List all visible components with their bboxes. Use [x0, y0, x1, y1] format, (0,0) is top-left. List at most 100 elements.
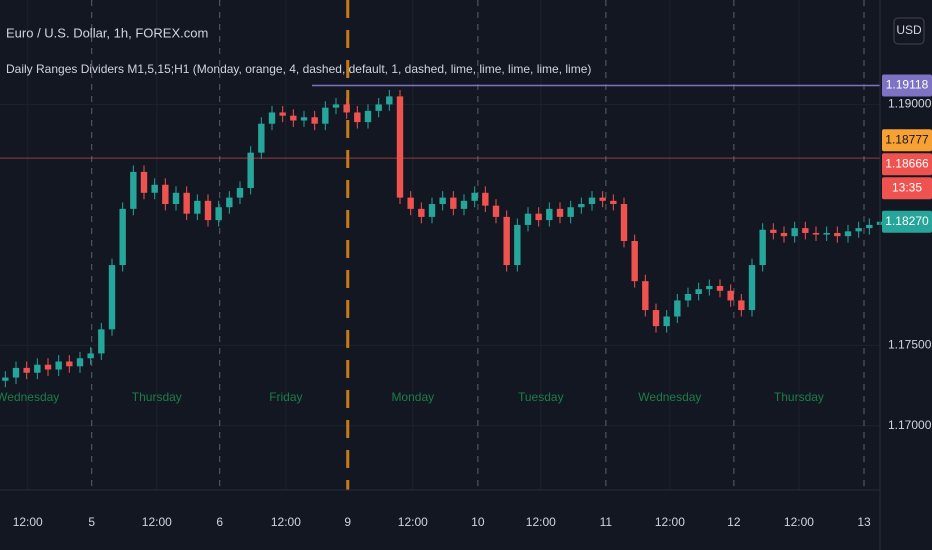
price-badge: [882, 74, 932, 97]
candle-body: [503, 216, 510, 266]
candle-body: [322, 107, 329, 124]
candle-body: [130, 171, 137, 209]
chart-title: Euro / U.S. Dollar, 1h, FOREX.com: [6, 25, 208, 40]
candle-body: [610, 200, 617, 205]
candle-body: [119, 208, 126, 266]
candle-body: [66, 361, 73, 367]
candle-body: [108, 265, 116, 330]
candle-body: [834, 232, 841, 237]
candle-body: [812, 232, 820, 235]
price-badge: [882, 153, 932, 176]
candle-body: [866, 224, 873, 229]
candle-body: [407, 197, 414, 209]
candle-body: [855, 228, 862, 232]
x-tick-label: 12: [727, 515, 741, 529]
candle-body: [578, 204, 585, 208]
currency-button-label[interactable]: USD: [896, 23, 922, 37]
day-label: Friday: [269, 390, 302, 404]
candle-body: [535, 213, 542, 221]
candle-body: [247, 152, 254, 188]
day-label: Thursday: [132, 390, 182, 404]
candle-body: [300, 117, 308, 121]
candle-body: [98, 329, 105, 354]
candle-body: [162, 184, 169, 205]
candle-body: [396, 96, 404, 198]
candle-body: [780, 232, 788, 237]
x-tick-label: 11: [600, 515, 613, 529]
price-badge: [882, 129, 932, 152]
candle-body: [556, 208, 564, 217]
candle-body: [386, 96, 393, 105]
candle-body: [55, 361, 62, 370]
candle-body: [172, 192, 180, 205]
candle-body: [215, 207, 222, 221]
candle-body: [140, 171, 148, 193]
candle-body: [258, 123, 265, 153]
price-badge-label: 1.18270: [885, 214, 929, 228]
price-badge: [882, 210, 932, 233]
candle-body: [23, 367, 30, 373]
day-label: Monday: [391, 390, 434, 404]
day-label: Tuesday: [518, 390, 564, 404]
candle-body: [439, 197, 446, 205]
candle-body: [642, 281, 649, 311]
y-tick-label: 1.17500: [888, 338, 932, 352]
candle-body: [524, 213, 532, 225]
candle-body: [183, 192, 190, 214]
currency-button[interactable]: [893, 17, 925, 45]
candle-body: [663, 316, 670, 327]
x-tick-label: 5: [88, 515, 95, 529]
candle-body: [684, 294, 692, 301]
x-tick-label: 12:00: [398, 515, 428, 529]
candle-body: [450, 197, 457, 209]
price-badge-label: 1.19118: [886, 78, 929, 92]
candle-body: [354, 112, 361, 123]
x-tick-label: 9: [344, 515, 351, 529]
candle-body: [514, 224, 521, 266]
candle-body: [716, 285, 724, 291]
candle-body: [12, 367, 20, 378]
candle-body: [652, 310, 660, 327]
candle-body: [770, 229, 777, 233]
candle-body: [311, 117, 318, 124]
x-tick-label: 6: [216, 515, 223, 529]
candle-body: [588, 197, 596, 205]
candle-body: [674, 300, 681, 317]
candle-body: [631, 240, 638, 282]
candle-body: [620, 204, 628, 241]
candle-body: [428, 204, 436, 217]
price-badge-label: 1.18777: [885, 132, 929, 146]
x-tick-label: 12:00: [655, 515, 685, 529]
candle-body: [290, 115, 297, 121]
x-tick-label: 13: [857, 515, 871, 529]
candle-body: [567, 207, 574, 217]
candle-body: [460, 200, 468, 209]
candle-body: [194, 200, 201, 214]
candle-body: [471, 192, 478, 201]
y-tick-label: 1.17000: [888, 418, 932, 432]
candle-body: [695, 289, 702, 294]
indicator-legend: Daily Ranges Dividers M1,5,15;H1 (Monday…: [6, 62, 591, 76]
x-tick-label: 10: [471, 515, 485, 529]
candle-body: [492, 205, 500, 217]
candle-body: [279, 112, 286, 116]
day-label: Wednesday: [638, 390, 701, 404]
candle-body: [44, 364, 52, 370]
candle-body: [268, 112, 276, 124]
candle-body: [759, 229, 766, 266]
candle-body: [364, 110, 372, 123]
candle-body: [87, 353, 94, 359]
candle-body: [844, 231, 852, 237]
candle-body: [482, 192, 489, 206]
x-tick-label: 12:00: [271, 515, 301, 529]
candle-body: [236, 187, 244, 198]
candle-body: [2, 377, 9, 381]
candle-body: [375, 104, 382, 111]
candle-body: [599, 197, 606, 201]
candle-body: [204, 200, 212, 221]
candle-body: [727, 290, 734, 301]
x-tick-label: 12:00: [526, 515, 556, 529]
candle-body: [226, 197, 233, 208]
